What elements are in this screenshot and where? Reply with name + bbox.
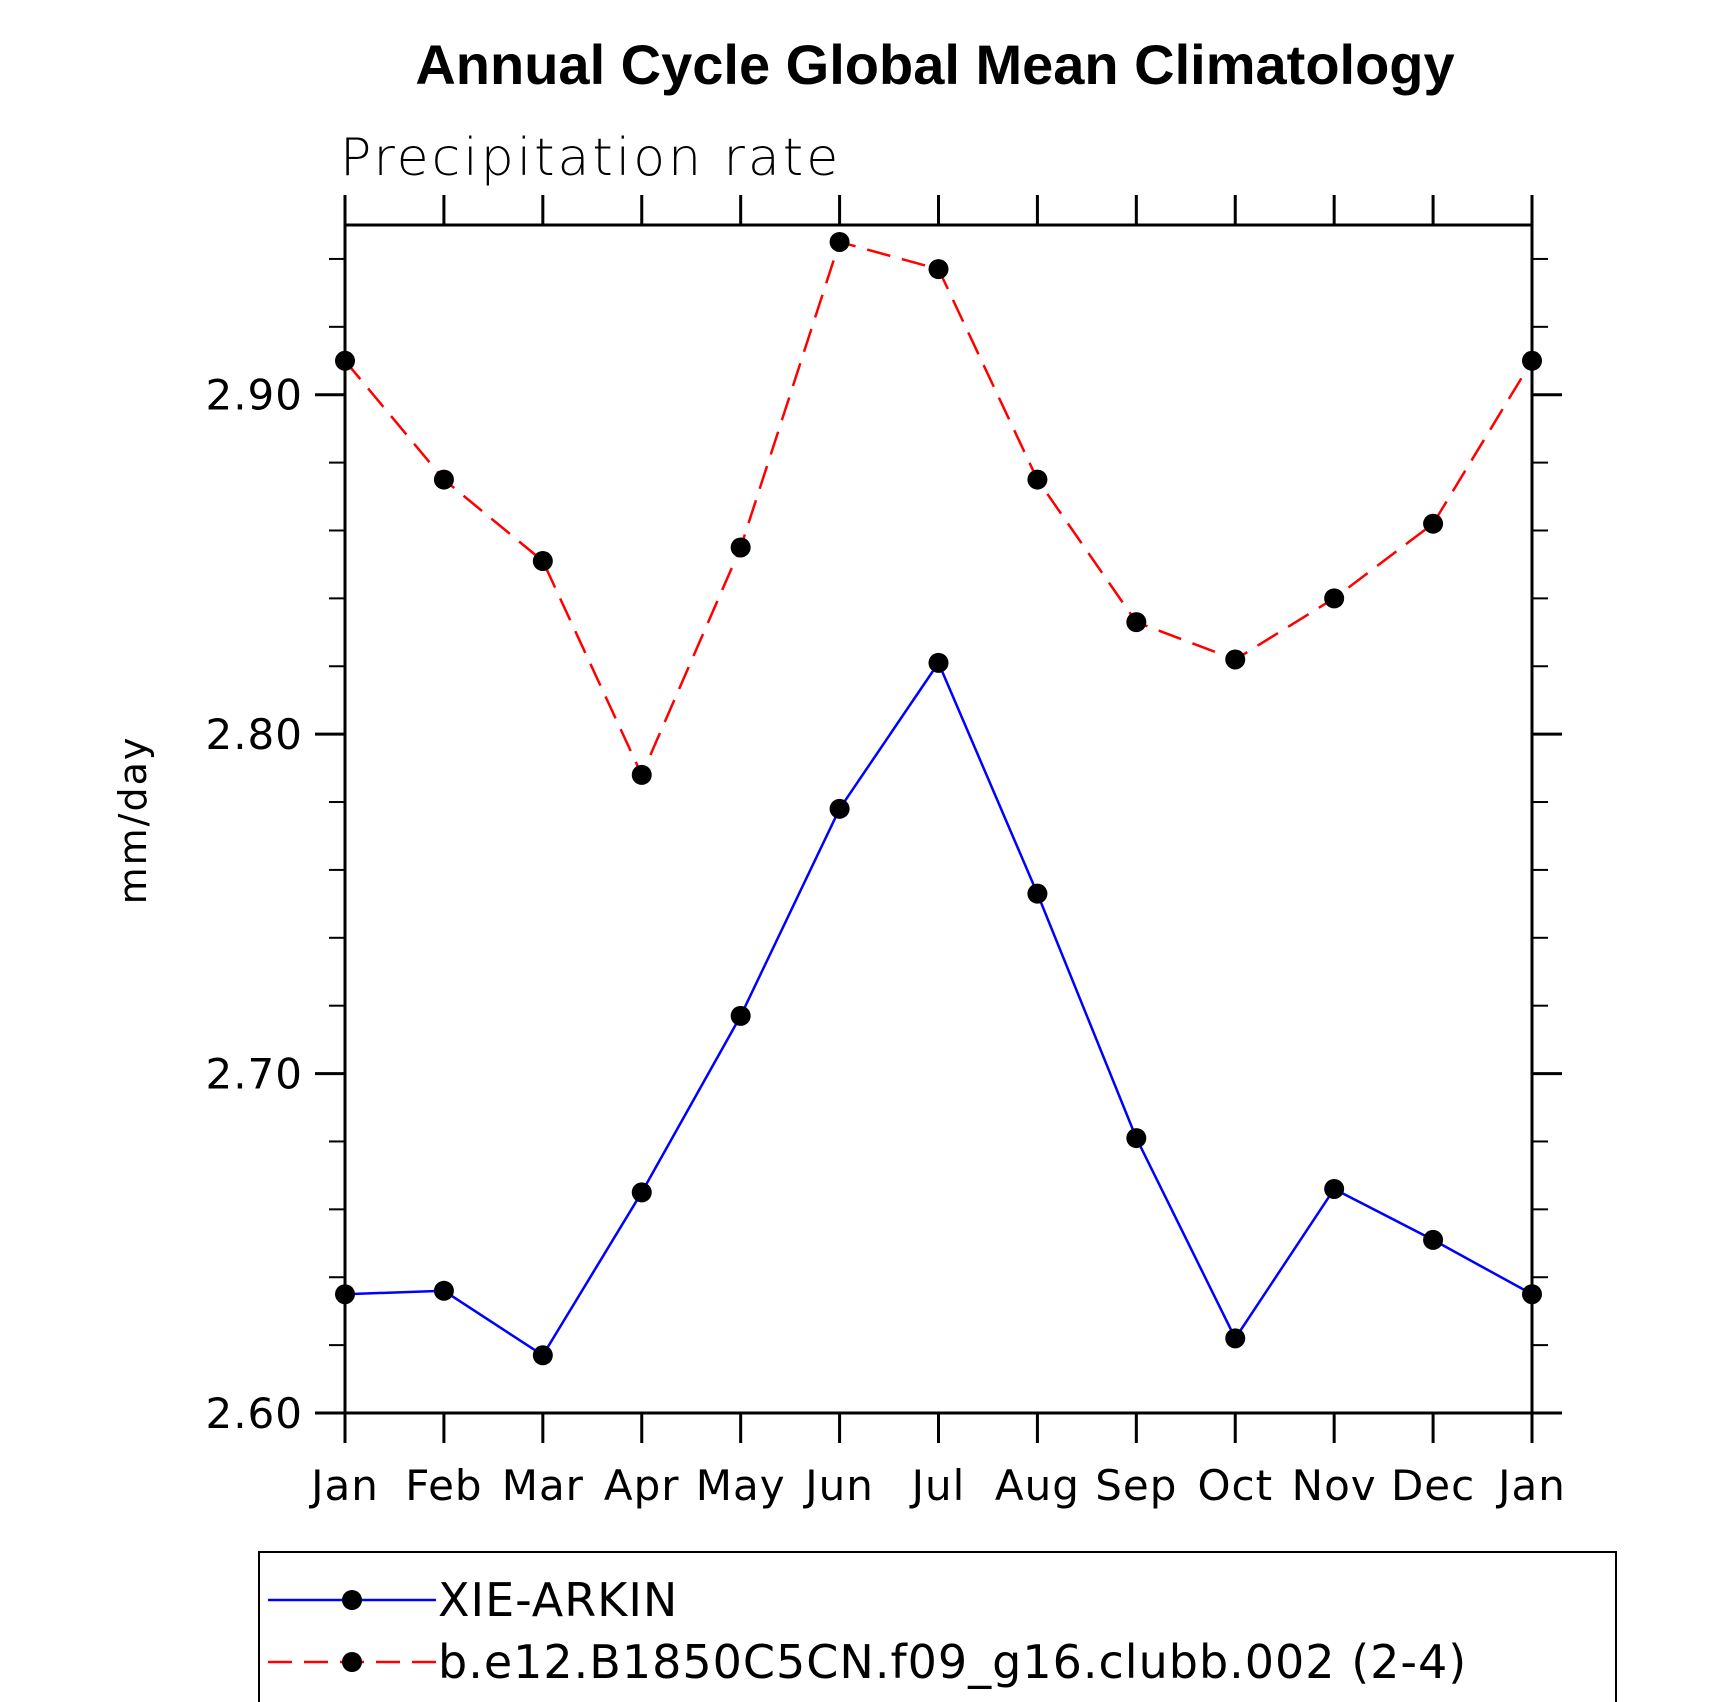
x-tick-label: Oct (1197, 1461, 1273, 1510)
x-tick-label: Sep (1095, 1461, 1177, 1510)
data-point-series-1 (1225, 1328, 1246, 1349)
data-point-series-1 (730, 1005, 751, 1026)
legend-entries: XIE-ARKIN b.e12.B1850C5CN.f09_g16.clubb.0… (268, 1573, 1467, 1689)
axis-ticks (315, 195, 1562, 1443)
plot-frame (343, 223, 1534, 1415)
data-point-series-2 (1126, 612, 1147, 633)
x-tick-label: Feb (405, 1461, 482, 1510)
x-tick-label: May (696, 1461, 786, 1510)
data-point-series-1 (631, 1182, 652, 1203)
chart-title: Annual Cycle Global Mean Climatology (415, 33, 1454, 96)
x-tick-label: Dec (1391, 1461, 1475, 1510)
data-point-series-2 (1027, 469, 1048, 490)
data-point-series-2 (335, 350, 355, 371)
legend-label-1: XIE-ARKIN (438, 1573, 678, 1627)
data-point-series-1 (1324, 1178, 1345, 1199)
legend: XIE-ARKIN b.e12.B1850C5CN.f09_g16.clubb.0… (258, 1551, 1617, 1702)
x-tick-label: Apr (604, 1461, 680, 1510)
y-tick-label: 2.70 (205, 1050, 303, 1099)
chart-subtitle: Precipitation rate (340, 128, 841, 188)
x-tick-label: Jul (909, 1461, 966, 1510)
y-axis-label: mm/day (111, 736, 155, 905)
data-point-series-1 (829, 798, 850, 819)
y-tick-label: 2.80 (205, 710, 303, 759)
x-tick-label: Aug (995, 1461, 1080, 1510)
x-tick-label: Jun (802, 1461, 874, 1510)
legend-marker-2 (342, 1652, 362, 1672)
y-tick-label: 2.90 (205, 371, 303, 420)
data-point-series-1 (1423, 1229, 1444, 1250)
data-point-series-2 (1423, 513, 1444, 534)
data-point-series-2 (829, 231, 850, 252)
data-point-series-1 (532, 1345, 553, 1366)
y-tick-labels: 2.60 2.70 2.80 2.90 (205, 371, 303, 1438)
x-tick-label: Mar (502, 1461, 584, 1510)
data-point-series-2 (532, 551, 553, 572)
data-point-series-1 (1522, 1284, 1542, 1305)
data-point-series-1 (433, 1280, 454, 1301)
x-tick-labels: Jan Feb Mar Apr May Jun Jul Aug Sep Oct Nov Dec Jan (308, 1461, 1566, 1510)
y-tick-label: 2.60 (205, 1389, 303, 1438)
data-point-series-1 (1027, 883, 1048, 904)
data-series (335, 231, 1542, 1366)
series-line-2 (344, 240, 1534, 778)
legend-box (258, 1551, 1617, 1702)
data-point-series-2 (1225, 649, 1246, 670)
data-point-series-2 (433, 469, 454, 490)
data-point-series-2 (928, 259, 949, 280)
data-point-series-2 (730, 537, 751, 558)
legend-label-2: b.e12.B1850C5CN.f09_g16.clubb.002 (2-4) (438, 1635, 1467, 1689)
data-point-series-2 (1522, 350, 1542, 371)
data-point-series-2 (631, 764, 652, 785)
data-point-series-1 (335, 1284, 355, 1305)
data-point-series-2 (1324, 588, 1345, 609)
x-tick-label: Jan (308, 1461, 379, 1510)
series-line-1 (344, 660, 1533, 1358)
x-tick-label: Jan (1495, 1461, 1566, 1510)
legend-marker-1 (342, 1590, 362, 1610)
data-point-series-1 (928, 652, 949, 673)
x-tick-label: Nov (1292, 1461, 1377, 1510)
data-point-series-1 (1126, 1128, 1147, 1149)
